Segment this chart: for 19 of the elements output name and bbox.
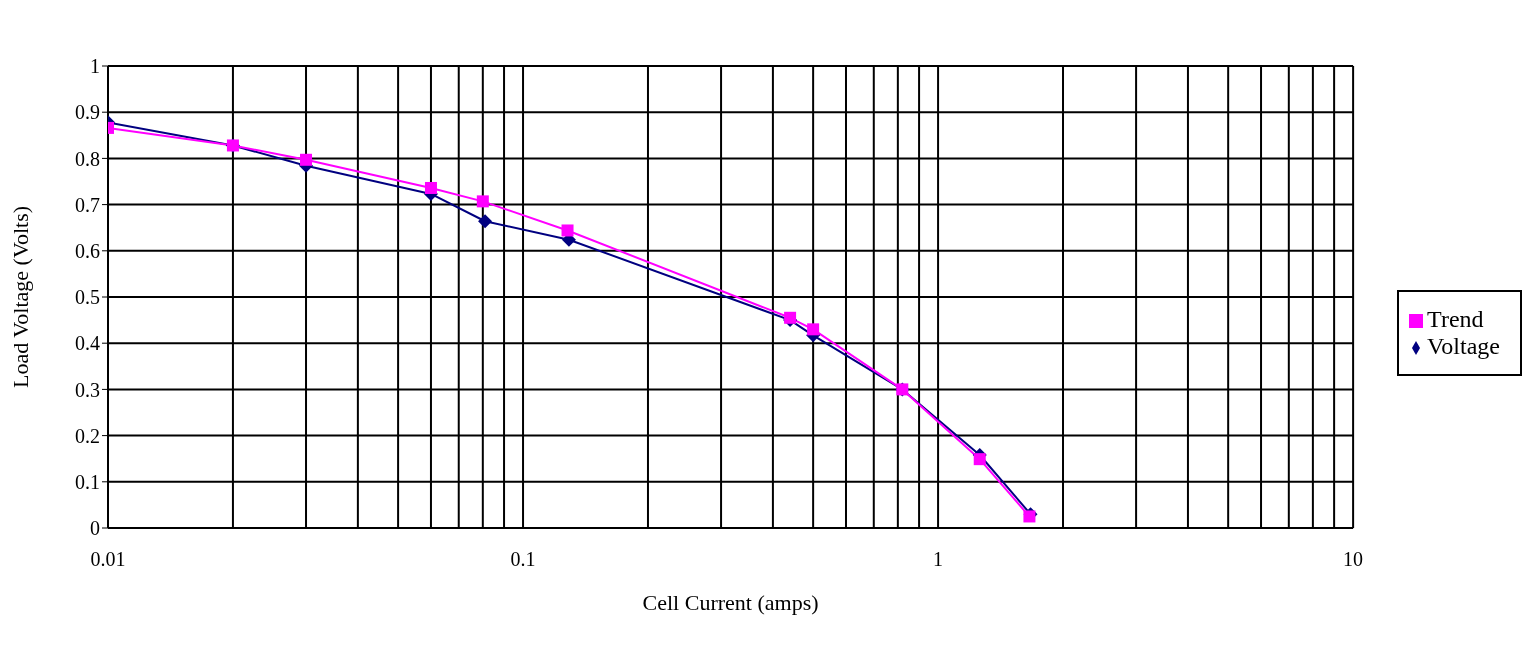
x-axis-title: Cell Current (amps)	[642, 590, 819, 615]
y-tick-label: 0.1	[75, 470, 100, 493]
y-tick-label: 1	[90, 55, 100, 78]
y-tick-label: 0.9	[75, 101, 100, 124]
x-tick-label: 1	[933, 548, 944, 571]
y-tick-label: 0.3	[75, 378, 100, 401]
y-tick-label: 0.8	[75, 147, 100, 170]
y-tick-label: 0.6	[75, 239, 100, 262]
y-tick-label: 0.4	[75, 332, 100, 355]
x-tick-label: 0.01	[90, 548, 126, 571]
y-tick-label: 0.5	[75, 286, 100, 309]
x-tick-label: 10	[1343, 548, 1364, 571]
legend-label: Trend	[1427, 306, 1484, 332]
y-tick-label: 0.2	[75, 424, 100, 447]
y-axis-title: Load Voltage (Volts)	[7, 205, 33, 389]
y-tick-label: 0	[90, 517, 100, 540]
y-tick-label: 0.7	[75, 193, 100, 216]
x-tick-label: 0.1	[510, 548, 536, 571]
legend-label: Voltage	[1427, 333, 1500, 359]
